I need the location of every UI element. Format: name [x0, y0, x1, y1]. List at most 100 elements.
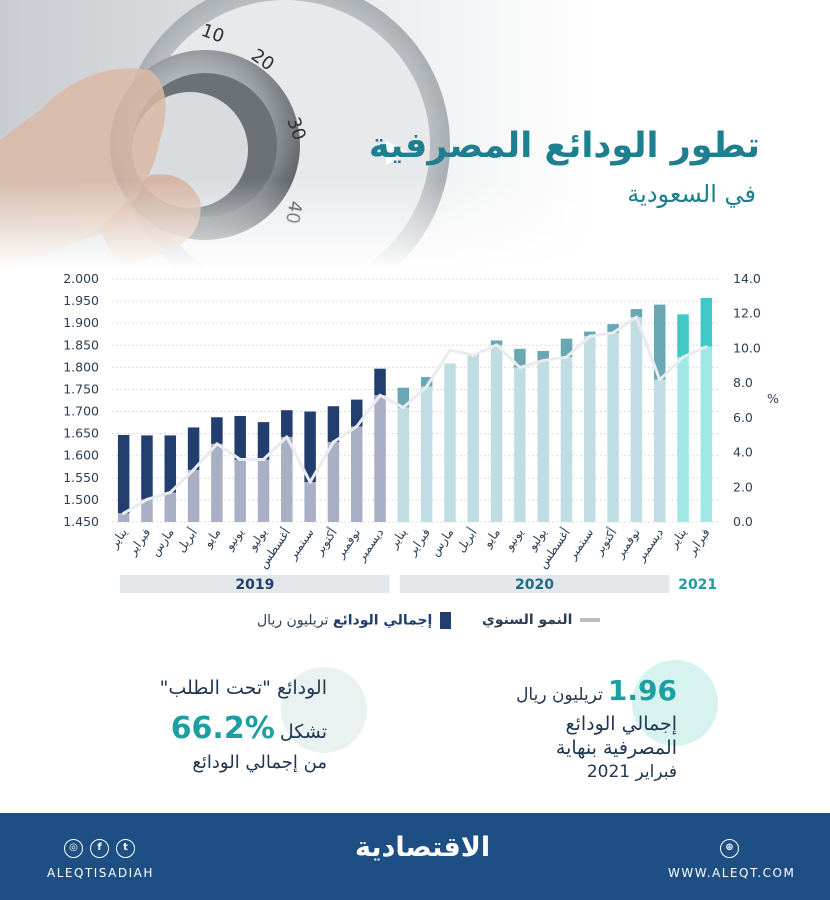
- bar-segment-upper: [374, 368, 386, 396]
- bar-segment-upper: [304, 411, 316, 483]
- bar-segment-upper: [700, 297, 713, 347]
- total-deposits-caption: إجمالي الودائع المصرفية بنهاية فبراير 20…: [556, 712, 677, 784]
- bar-segment-lower: [234, 459, 246, 522]
- bar-segment-lower: [374, 395, 386, 522]
- bar-segment-upper: [677, 314, 689, 358]
- growth-point: [191, 468, 196, 472]
- bar-segment-lower: [677, 357, 689, 522]
- growth-point: [425, 385, 429, 389]
- year-label: 2019: [235, 577, 274, 593]
- growth-point: [331, 440, 336, 444]
- bar-segment-lower: [304, 482, 316, 522]
- instagram-icon[interactable]: ◎: [64, 839, 83, 858]
- month-tick-label: فبراير: [684, 526, 714, 559]
- demand-suffix: من إجمالي الودائع: [192, 752, 327, 773]
- growth-point: [494, 343, 499, 347]
- chart-growth-line: [122, 315, 708, 515]
- bar-segment-upper: [257, 422, 270, 460]
- total-deposits-value: 1.96: [607, 674, 677, 707]
- bar-segment-lower: [397, 407, 410, 522]
- bar-segment-upper: [607, 324, 619, 333]
- y-left-tick-label: 1.800: [63, 359, 99, 374]
- bar-segment-lower: [257, 459, 270, 522]
- total-caption-line3: فبراير 2021: [586, 762, 677, 782]
- month-tick-label: فبراير: [404, 526, 434, 559]
- bar-segment-lower: [211, 443, 223, 522]
- growth-point: [588, 334, 592, 338]
- growth-point: [471, 353, 475, 357]
- growth-point: [401, 405, 405, 410]
- bar-segment-upper: [350, 399, 363, 427]
- bar-segment-lower: [630, 317, 643, 522]
- growth-point: [238, 457, 242, 462]
- bar-segment-lower: [514, 367, 526, 522]
- y-left-tick-label: 1.650: [63, 426, 99, 441]
- bar-segment-upper: [234, 415, 246, 460]
- bar-segment-lower: [560, 357, 573, 522]
- y-right-tick-label: 8.0: [733, 375, 753, 390]
- bar-segment-lower: [141, 499, 153, 522]
- y-right-tick-label: 6.0: [733, 410, 753, 425]
- footer-website[interactable]: WWW.ALEQT.COM: [668, 866, 796, 880]
- growth-point: [145, 497, 149, 502]
- month-tick-label: يونيو: [501, 526, 527, 554]
- growth-point: [308, 480, 312, 484]
- month-tick-label: مايو: [200, 526, 224, 551]
- growth-point: [285, 435, 289, 439]
- y-left-tick-label: 1.850: [63, 337, 99, 352]
- bar-segment-upper: [117, 434, 130, 514]
- growth-point: [122, 511, 126, 515]
- growth-point: [658, 378, 662, 382]
- decor-circle-left: [281, 667, 367, 753]
- growth-point: [448, 348, 452, 352]
- twitter-icon[interactable]: t: [116, 839, 135, 858]
- bar-segment-lower: [327, 442, 340, 522]
- bar-segment-upper: [397, 387, 410, 408]
- total-deposits-stat: 1.96 تريليون ريال: [516, 674, 677, 707]
- y-left-tick-label: 1.450: [63, 514, 99, 529]
- month-tick-label: أبريل: [173, 525, 201, 555]
- demand-value: %66.2: [170, 711, 275, 746]
- bar-segment-upper: [653, 304, 666, 380]
- demand-deposits-stat: تشكل %66.2: [171, 711, 327, 746]
- bar-segment-lower: [607, 332, 619, 522]
- bar-segment-upper: [537, 351, 549, 361]
- decor-circle-right: [632, 660, 718, 746]
- y-left-tick-label: 1.600: [63, 448, 99, 463]
- bar-segment-upper: [281, 410, 293, 437]
- bar-segment-upper: [420, 377, 433, 387]
- year-label: 2021: [678, 577, 717, 593]
- legend-line-label: النمو السنوي: [482, 612, 573, 628]
- deposits-chart: 1.450 1.500 1.550 1.600 1.650 1.700 1.750 1.800…: [63, 271, 779, 593]
- growth-point: [168, 490, 172, 495]
- y-right-tick-label: 4.0: [733, 445, 753, 460]
- hero-image: 10 20 30 40 50: [0, 0, 830, 270]
- total-caption-line2: المصرفية بنهاية: [555, 737, 677, 759]
- demand-deposits-heading: الودائع "تحت الطلب": [159, 677, 327, 699]
- y-right-tick-label: 12.0: [733, 306, 761, 321]
- bar-segment-upper: [164, 435, 177, 493]
- bar-segment-upper: [630, 309, 643, 318]
- y-left-tick-label: 1.500: [63, 492, 99, 507]
- web-icon[interactable]: ⊕: [720, 839, 739, 858]
- demand-prefix: تشكل: [279, 721, 327, 743]
- growth-point: [378, 393, 382, 397]
- growth-point: [541, 358, 545, 363]
- bar-segment-upper: [141, 435, 153, 500]
- bar-segment-upper: [327, 406, 340, 443]
- bar-segment-lower: [420, 386, 433, 522]
- y-left-tick-label: 1.900: [63, 315, 99, 330]
- page-subtitle: في السعودية: [627, 180, 756, 208]
- year-band: [120, 575, 390, 593]
- footer-handle[interactable]: ALEQTISADIAH: [47, 866, 154, 880]
- month-tick-label: مارس: [427, 526, 457, 560]
- total-deposits-unit: تريليون ريال: [516, 685, 603, 705]
- facebook-icon[interactable]: f: [90, 839, 109, 858]
- y-left-tick-label: 2.000: [63, 271, 99, 286]
- chart-gridlines: [112, 278, 718, 523]
- legend-bar-swatch: [440, 612, 452, 629]
- y-right-unit-label: %: [767, 391, 779, 406]
- growth-point: [518, 365, 522, 370]
- footer-logo: الاقتصادية: [355, 832, 491, 863]
- bar-segment-lower: [653, 379, 666, 522]
